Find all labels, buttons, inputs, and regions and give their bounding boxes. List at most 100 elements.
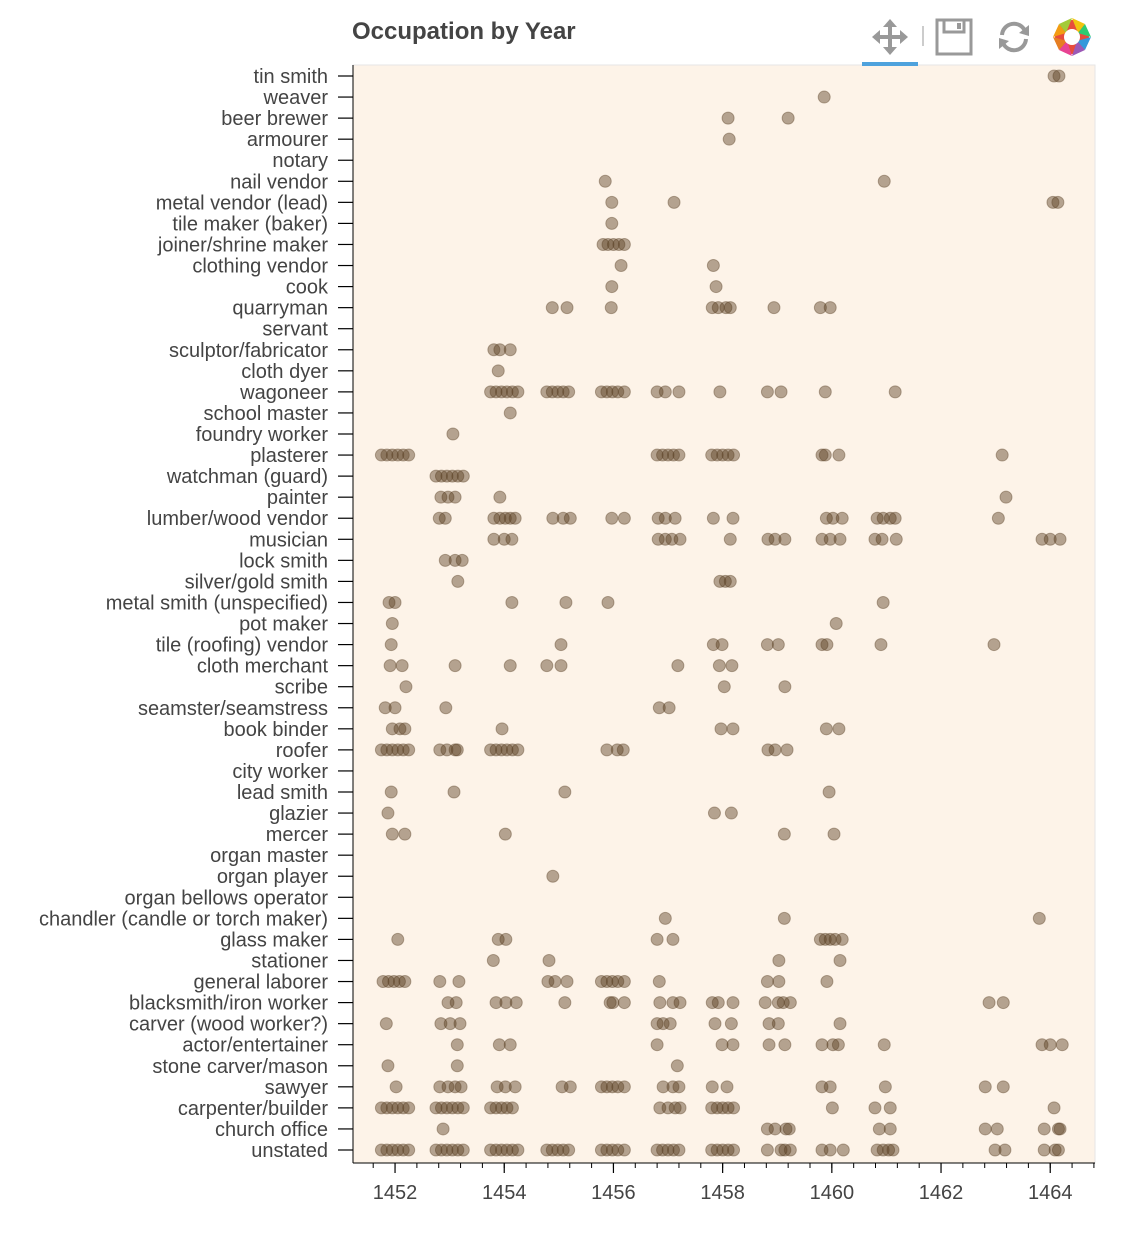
data-point: [551, 385, 565, 399]
data-point: [399, 680, 413, 694]
data-point: [705, 1101, 719, 1115]
data-point: [495, 1143, 509, 1157]
data-point: [1043, 532, 1057, 546]
data-point: [778, 1143, 792, 1157]
data-point: [1037, 1122, 1051, 1136]
points-layer: [374, 69, 1069, 1157]
data-point: [487, 343, 501, 357]
data-point: [666, 932, 680, 946]
data-point: [452, 975, 466, 989]
data-point: [392, 975, 406, 989]
data-point: [503, 406, 517, 420]
data-point: [768, 1122, 782, 1136]
data-point: [433, 975, 447, 989]
data-point: [486, 953, 500, 967]
data-point: [489, 1143, 503, 1157]
data-point: [605, 1143, 619, 1157]
data-point: [617, 237, 631, 251]
data-point: [1046, 195, 1060, 209]
data-point: [876, 511, 890, 525]
data-point: [605, 1080, 619, 1094]
data-point: [503, 659, 517, 673]
data-point: [823, 932, 837, 946]
data-point: [761, 532, 775, 546]
data-point: [653, 996, 667, 1010]
data-point: [705, 448, 719, 462]
data-point: [546, 869, 560, 883]
y-tick-label: plasterer: [250, 445, 328, 467]
x-tick-label: 1464: [1028, 1182, 1073, 1204]
data-point: [705, 996, 719, 1010]
data-point: [727, 1101, 741, 1115]
data-point: [391, 448, 405, 462]
data-point: [815, 1143, 829, 1157]
y-tick-label: cloth dyer: [241, 361, 328, 383]
y-tick-label: scribe: [275, 677, 328, 699]
data-point: [661, 1101, 675, 1115]
data-point: [720, 1080, 734, 1094]
data-point: [888, 511, 902, 525]
data-point: [445, 469, 459, 483]
data-point: [833, 1017, 847, 1031]
data-point: [385, 448, 399, 462]
data-point: [456, 469, 470, 483]
data-point: [652, 975, 666, 989]
reset-tool-button[interactable]: [986, 12, 1042, 62]
data-point: [562, 385, 576, 399]
data-point: [706, 259, 720, 273]
pan-tool-button[interactable]: [862, 12, 918, 66]
data-point: [617, 511, 631, 525]
data-point: [503, 511, 517, 525]
data-point: [614, 259, 628, 273]
data-point: [505, 743, 519, 757]
data-point: [1043, 1038, 1057, 1052]
data-point: [817, 90, 831, 104]
data-point: [596, 237, 610, 251]
data-point: [1051, 1122, 1065, 1136]
data-point: [827, 827, 841, 841]
data-point: [385, 1143, 399, 1157]
data-point: [393, 722, 407, 736]
data-point: [374, 448, 388, 462]
data-point: [495, 743, 509, 757]
data-point: [778, 680, 792, 694]
data-point: [498, 827, 512, 841]
y-tick-label: carpenter/builder: [178, 1098, 328, 1120]
y-tick-label: lumber/wood vendor: [147, 508, 329, 530]
data-point: [782, 1122, 796, 1136]
data-point: [653, 1101, 667, 1115]
bokeh-logo-link[interactable]: [1044, 12, 1100, 62]
plot-area[interactable]: [352, 64, 1096, 1164]
data-point: [652, 701, 666, 715]
data-point: [381, 975, 395, 989]
data-point: [556, 1143, 570, 1157]
data-point: [484, 1101, 498, 1115]
data-point: [505, 385, 519, 399]
y-tick-label: cook: [286, 277, 329, 299]
y-tick-label: metal vendor (lead): [156, 192, 328, 214]
data-point: [429, 1101, 443, 1115]
data-point: [508, 511, 522, 525]
data-point: [443, 1017, 457, 1031]
data-point: [715, 1038, 729, 1052]
data-point: [882, 1143, 896, 1157]
data-point: [505, 532, 519, 546]
data-point: [447, 785, 461, 799]
data-point: [385, 617, 399, 631]
data-point: [598, 174, 612, 188]
data-point: [666, 448, 680, 462]
save-tool-button[interactable]: [926, 12, 982, 62]
data-point: [673, 996, 687, 1010]
data-point: [758, 996, 772, 1010]
data-point: [777, 911, 791, 925]
reset-icon: [999, 21, 1029, 53]
data-point: [650, 448, 664, 462]
data-point: [706, 511, 720, 525]
data-point: [658, 385, 672, 399]
data-point: [492, 1038, 506, 1052]
data-point: [546, 511, 560, 525]
data-point: [434, 469, 448, 483]
data-point: [1035, 532, 1049, 546]
data-point: [820, 638, 834, 652]
data-point: [558, 785, 572, 799]
